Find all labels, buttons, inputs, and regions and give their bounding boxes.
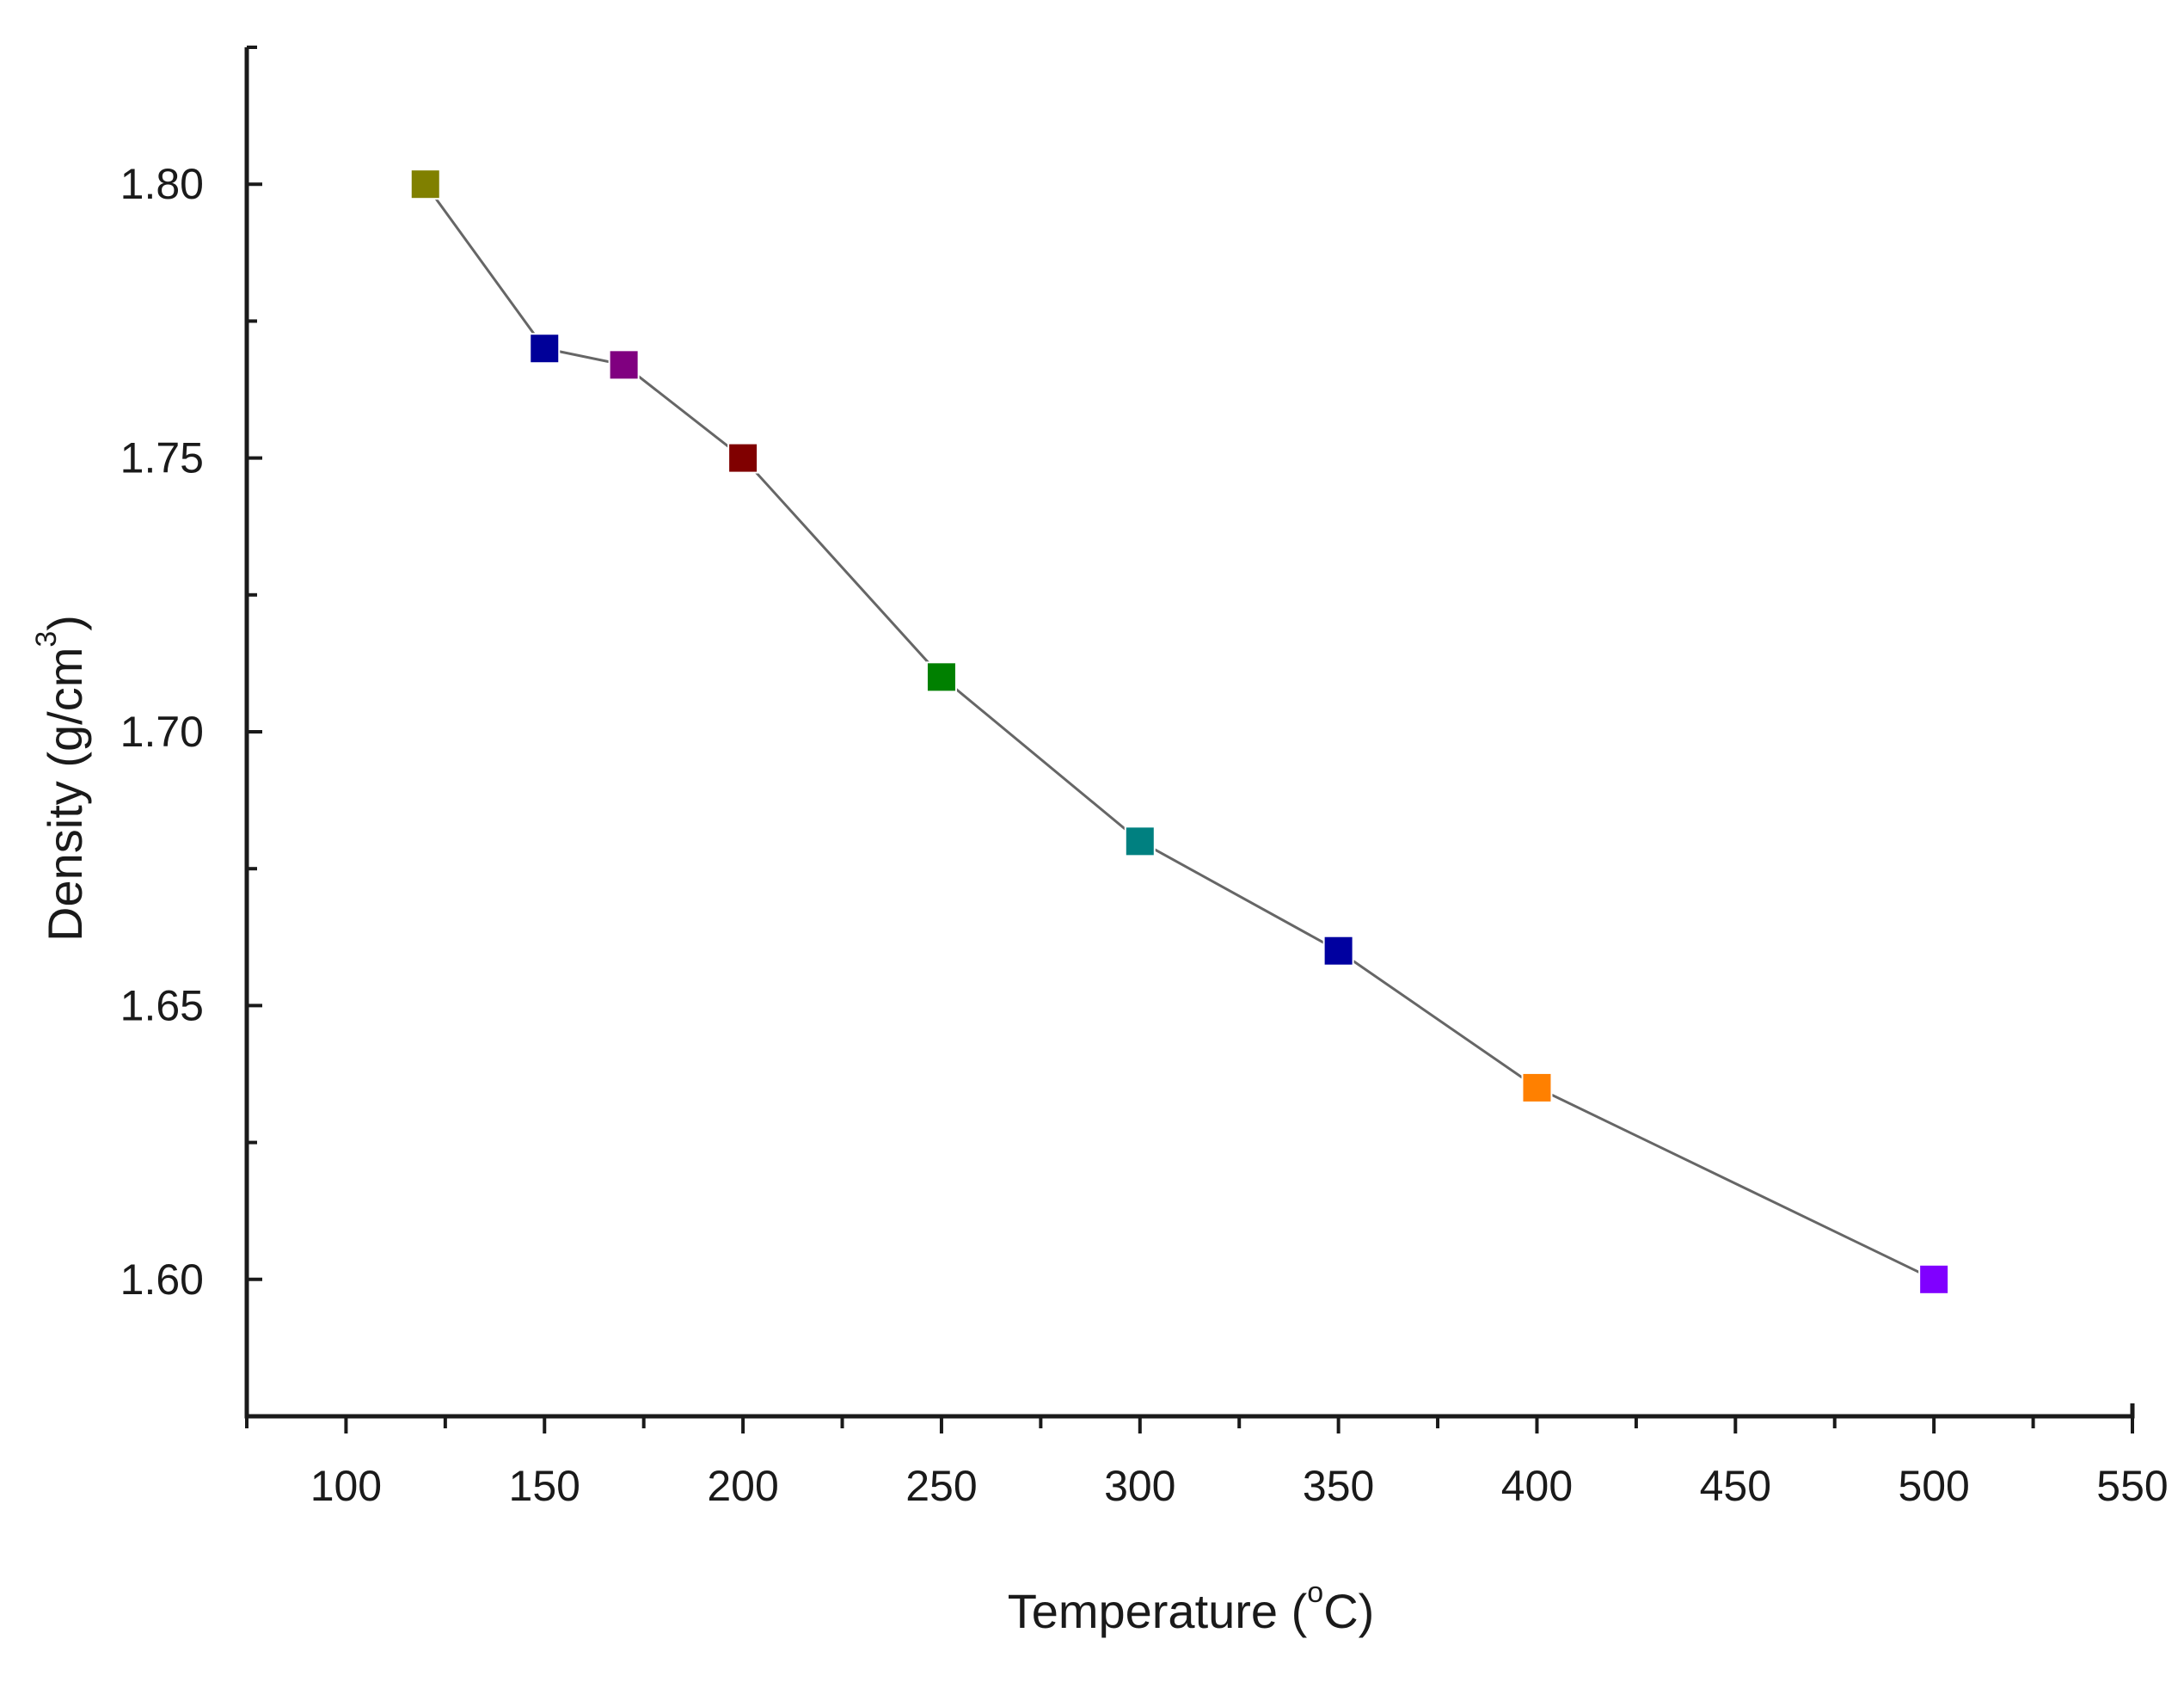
x-axis-title-text: Temperature ( [1008, 1584, 1308, 1638]
series-line [424, 183, 1935, 1281]
x-tick-label: 300 [1104, 1462, 1175, 1510]
x-tick-label: 250 [905, 1462, 977, 1510]
x-axis-title-suffix: C) [1323, 1584, 1374, 1638]
x-axis-title: Temperature (oC) [1008, 1576, 1375, 1638]
x-tick-label: 500 [1898, 1462, 1969, 1510]
x-axis-ticks: 100 150 200 250 300 350 400 450 500 550 [245, 1416, 2169, 1510]
y-tick-label: 1.65 [120, 981, 204, 1029]
y-tick-label: 1.75 [120, 434, 204, 482]
y-tick-label: 1.60 [120, 1255, 204, 1304]
y-axis-title-text: Density (g/cm [38, 648, 92, 942]
data-point-marker [925, 661, 957, 693]
y-axis-title-suffix: ) [38, 615, 92, 631]
series-markers [409, 169, 1950, 1295]
plot-area: 100 150 200 250 300 350 400 450 500 550 1.601.651… [120, 46, 2169, 1510]
x-tick-label: 100 [310, 1462, 382, 1510]
y-axis-title: Density (g/cm3) [30, 615, 92, 942]
series-lines [424, 183, 1935, 1281]
data-point-marker [529, 333, 561, 365]
data-point-marker [1918, 1263, 1950, 1295]
x-tick-label: 450 [1700, 1462, 1771, 1510]
y-tick-label: 1.70 [120, 708, 204, 756]
y-axis-ticks: 1.60 1.65 1.70 1.75 1.80 [120, 46, 262, 1418]
plot-frame-axes [244, 47, 2135, 1419]
data-point-marker [1124, 826, 1156, 857]
x-tick-label: 400 [1501, 1462, 1573, 1510]
x-tick-label: 150 [509, 1462, 580, 1510]
data-point-marker [727, 442, 759, 474]
data-point-marker [1322, 935, 1354, 967]
x-tick-label: 200 [707, 1462, 778, 1510]
data-point-marker [608, 349, 640, 381]
x-axis-title-degree: o [1307, 1576, 1323, 1609]
x-tick-label: 550 [2096, 1462, 2168, 1510]
data-point-marker [1521, 1071, 1553, 1103]
y-tick-label: 1.80 [120, 160, 204, 208]
y-axis-title-superscript: 3 [30, 631, 63, 648]
x-tick-label: 350 [1303, 1462, 1374, 1510]
data-point-marker [409, 169, 441, 200]
